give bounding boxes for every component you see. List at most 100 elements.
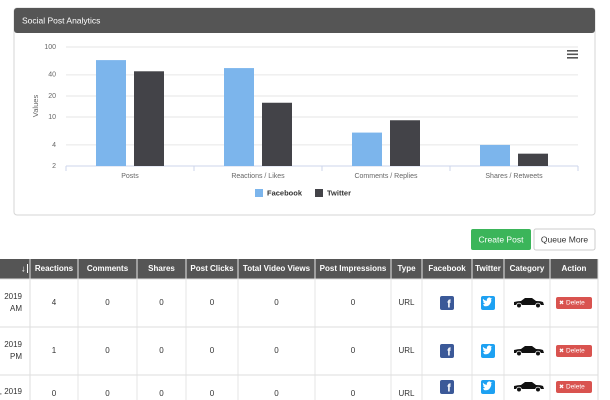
table-cell: URL [398, 389, 415, 398]
facebook-square [440, 380, 454, 394]
facebook-square [440, 296, 454, 310]
table-cell: 1 [52, 346, 57, 355]
legend-swatch [315, 189, 323, 197]
column-header: Comments [87, 264, 129, 273]
table-cell: 0 [159, 298, 164, 307]
date-cell: 2019 [4, 292, 22, 301]
table-cell: 0 [52, 389, 57, 398]
table-cell: 0 [351, 389, 356, 398]
column-header: Post Clicks [190, 264, 234, 273]
car-wheel [516, 302, 522, 309]
column-header: Twitter [475, 264, 501, 273]
y-tick-label: 100 [44, 44, 56, 51]
delete-bg [556, 345, 592, 357]
car-wheel [535, 302, 541, 309]
facebook-glyph: f [447, 298, 451, 310]
bar [480, 144, 510, 166]
delete-icon: ✖ [559, 384, 564, 391]
delete-icon: ✖ [559, 300, 564, 307]
delete-bg [556, 297, 592, 309]
bar [224, 68, 254, 166]
table-cell: 0 [105, 298, 110, 307]
facebook-square [440, 344, 454, 358]
car-wheel [535, 386, 541, 393]
delete-label: Delete [566, 384, 585, 391]
category-car-icon [514, 382, 544, 393]
button-label: Create Post [479, 234, 525, 244]
delete-button[interactable]: ✖ Delete [556, 381, 592, 393]
delete-bg [556, 381, 592, 393]
panel-header [14, 8, 595, 33]
table-cell: 4 [52, 298, 57, 307]
column-header: Post Impressions [320, 264, 387, 273]
twitter-bird [482, 381, 493, 391]
column-header: Category [510, 264, 545, 273]
bar [96, 60, 126, 166]
legend-label: Twitter [327, 188, 351, 197]
facebook-icon[interactable]: f [440, 296, 454, 310]
car-wheel [516, 386, 522, 393]
table-cell: 0 [159, 346, 164, 355]
car-wheel [516, 350, 522, 357]
facebook-icon[interactable]: f [440, 380, 454, 394]
delete-button[interactable]: ✖ Delete [556, 297, 592, 309]
delete-label: Delete [566, 300, 585, 307]
category-car-icon [514, 298, 544, 309]
sort-icon[interactable]: ↓ [21, 263, 28, 273]
table-cell: 0 [210, 298, 215, 307]
twitter-bird [482, 297, 493, 307]
bar [352, 132, 382, 166]
category-car-icon [514, 346, 544, 357]
y-tick-label: 2 [52, 163, 56, 170]
create-post-button[interactable]: Create Post [471, 229, 531, 250]
twitter-icon[interactable] [481, 380, 495, 394]
table-cell: 0 [105, 389, 110, 398]
date-cell: PM [10, 352, 22, 361]
column-header: Facebook [428, 264, 466, 273]
table-cell: URL [398, 346, 415, 355]
table-cell: 0 [351, 298, 356, 307]
delete-button[interactable]: ✖ Delete [556, 345, 592, 357]
twitter-bird [482, 345, 493, 355]
table-cell: 0 [351, 346, 356, 355]
table-cell: 0 [105, 346, 110, 355]
facebook-icon[interactable]: f [440, 344, 454, 358]
column-header: Total Video Views [243, 264, 311, 273]
x-tick-label: Reactions / Likes [231, 173, 285, 180]
table-cell: 0 [210, 389, 215, 398]
bar [390, 120, 420, 166]
y-tick-label: 20 [48, 93, 56, 100]
table-cell: 0 [274, 389, 279, 398]
y-tick-label: 40 [48, 72, 56, 79]
date-cell: , 2019 [0, 387, 23, 396]
legend-swatch [255, 189, 263, 197]
x-tick-label: Shares / Retweets [485, 173, 543, 180]
twitter-icon[interactable] [481, 296, 495, 310]
date-cell: 2019 [4, 340, 22, 349]
column-header: Reactions [35, 264, 74, 273]
twitter-icon[interactable] [481, 344, 495, 358]
table-cell: 0 [159, 389, 164, 398]
date-cell: AM [10, 304, 22, 313]
car-wheel [535, 350, 541, 357]
legend-label: Facebook [267, 188, 303, 197]
table-cell: 0 [274, 298, 279, 307]
bar [518, 153, 548, 166]
y-tick-label: 10 [48, 114, 56, 121]
facebook-glyph: f [447, 346, 451, 358]
bar [262, 102, 292, 166]
svg-text:↓: ↓ [21, 263, 26, 273]
x-tick-label: Posts [121, 173, 139, 180]
column-header: Shares [148, 264, 175, 273]
table-cell: URL [398, 298, 415, 307]
column-header: Action [562, 264, 587, 273]
queue-more-button[interactable]: Queue More [533, 228, 596, 251]
column-header: Type [397, 264, 416, 273]
delete-icon: ✖ [559, 348, 564, 355]
chart-menu[interactable] [567, 50, 578, 59]
table-header [0, 259, 598, 279]
table-cell: 0 [274, 346, 279, 355]
bar [134, 71, 164, 166]
